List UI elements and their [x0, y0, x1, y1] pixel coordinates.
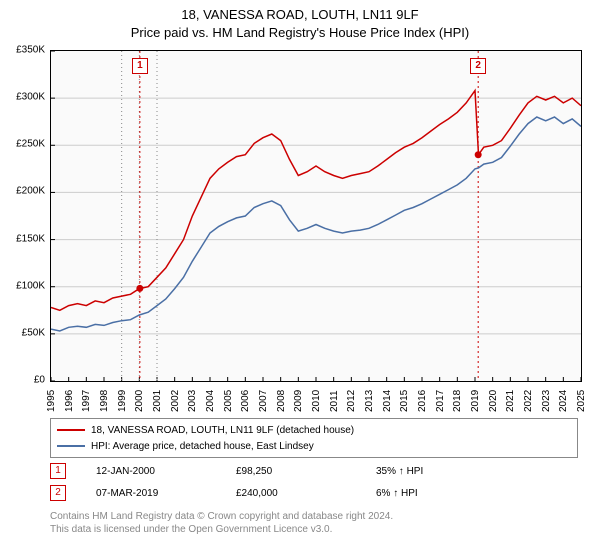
- y-tick-label: £100K: [5, 280, 45, 291]
- sale-hpi-diff: 6% ↑ HPI: [376, 488, 516, 499]
- x-tick-label: 2024: [558, 390, 569, 412]
- x-tick-label: 1998: [99, 390, 110, 412]
- x-tick-label: 2007: [258, 390, 269, 412]
- legend: 18, VANESSA ROAD, LOUTH, LN11 9LF (detac…: [50, 418, 578, 458]
- y-tick-label: £0: [5, 375, 45, 386]
- x-tick-label: 2004: [205, 390, 216, 412]
- y-tick-label: £250K: [5, 139, 45, 150]
- x-tick-label: 2018: [452, 390, 463, 412]
- x-tick-label: 1996: [64, 390, 75, 412]
- x-tick-label: 2001: [152, 390, 163, 412]
- legend-label: HPI: Average price, detached house, East…: [91, 441, 314, 452]
- sale-hpi-diff: 35% ↑ HPI: [376, 466, 516, 477]
- title-line-2: Price paid vs. HM Land Registry's House …: [0, 24, 600, 42]
- x-tick-label: 2016: [417, 390, 428, 412]
- x-tick-label: 2011: [329, 390, 340, 412]
- x-tick-label: 2002: [170, 390, 181, 412]
- x-tick-label: 2009: [293, 390, 304, 412]
- x-tick-label: 1997: [81, 390, 92, 412]
- title-line-1: 18, VANESSA ROAD, LOUTH, LN11 9LF: [0, 6, 600, 24]
- x-tick-label: 2013: [364, 390, 375, 412]
- x-tick-label: 2000: [134, 390, 145, 412]
- x-tick-label: 2025: [576, 390, 587, 412]
- x-tick-label: 2014: [382, 390, 393, 412]
- y-tick-label: £150K: [5, 233, 45, 244]
- x-tick-label: 2017: [435, 390, 446, 412]
- y-tick-label: £300K: [5, 92, 45, 103]
- x-tick-label: 2023: [541, 390, 552, 412]
- y-tick-label: £200K: [5, 186, 45, 197]
- x-tick-label: 2003: [187, 390, 198, 412]
- chart-svg: [51, 51, 581, 381]
- legend-swatch: [57, 445, 85, 447]
- sale-row: 1 12-JAN-2000£98,25035% ↑ HPI: [50, 460, 580, 482]
- title-block: 18, VANESSA ROAD, LOUTH, LN11 9LF Price …: [0, 0, 600, 42]
- plot-area: [50, 50, 582, 382]
- legend-row: HPI: Average price, detached house, East…: [57, 438, 571, 454]
- sale-marker-badge: 2: [470, 58, 486, 74]
- x-tick-label: 2005: [223, 390, 234, 412]
- sale-marker-badge: 1: [132, 58, 148, 74]
- sale-date: 12-JAN-2000: [96, 466, 236, 477]
- sale-price: £98,250: [236, 466, 376, 477]
- footer-line-1: Contains HM Land Registry data © Crown c…: [50, 510, 580, 523]
- legend-swatch: [57, 429, 85, 431]
- footer-attribution: Contains HM Land Registry data © Crown c…: [50, 510, 580, 536]
- x-tick-label: 2020: [488, 390, 499, 412]
- sales-table: 1 12-JAN-2000£98,25035% ↑ HPI 2 07-MAR-2019…: [50, 460, 580, 504]
- legend-label: 18, VANESSA ROAD, LOUTH, LN11 9LF (detac…: [91, 425, 354, 436]
- sale-badge: 1: [50, 463, 66, 479]
- x-tick-label: 2010: [311, 390, 322, 412]
- sale-badge: 2: [50, 485, 66, 501]
- x-tick-label: 2021: [505, 390, 516, 412]
- sale-price: £240,000: [236, 488, 376, 499]
- sale-date: 07-MAR-2019: [96, 488, 236, 499]
- footer-line-2: This data is licensed under the Open Gov…: [50, 523, 580, 536]
- x-tick-label: 2006: [240, 390, 251, 412]
- y-tick-label: £350K: [5, 45, 45, 56]
- x-tick-label: 2022: [523, 390, 534, 412]
- x-tick-label: 2015: [399, 390, 410, 412]
- y-tick-label: £50K: [5, 327, 45, 338]
- legend-row: 18, VANESSA ROAD, LOUTH, LN11 9LF (detac…: [57, 422, 571, 438]
- chart-container: 18, VANESSA ROAD, LOUTH, LN11 9LF Price …: [0, 0, 600, 560]
- x-tick-label: 2008: [276, 390, 287, 412]
- x-tick-label: 2012: [346, 390, 357, 412]
- x-tick-label: 1995: [46, 390, 57, 412]
- x-tick-label: 1999: [117, 390, 128, 412]
- sale-row: 2 07-MAR-2019£240,0006% ↑ HPI: [50, 482, 580, 504]
- x-tick-label: 2019: [470, 390, 481, 412]
